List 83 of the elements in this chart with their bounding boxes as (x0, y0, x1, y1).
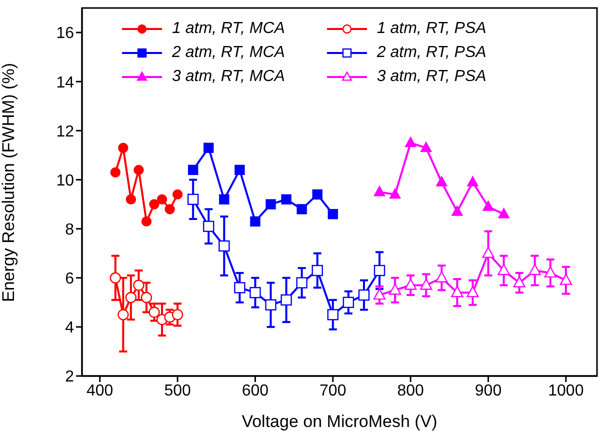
point (134, 164, 144, 176)
point (466, 286, 479, 298)
point (452, 206, 463, 216)
point (172, 309, 184, 320)
point (126, 194, 136, 204)
point (544, 266, 556, 278)
point (498, 208, 510, 218)
point (172, 189, 183, 200)
point (281, 194, 292, 204)
point (296, 277, 308, 288)
point (234, 282, 246, 294)
y-tick-label: 16 (56, 25, 74, 42)
point (188, 164, 198, 176)
legend-label: 1 atm, RT, MCA (172, 20, 285, 38)
legend-label: 3 atm, RT, MCA (172, 68, 285, 86)
point (149, 199, 160, 210)
y-tick-label: 4 (65, 320, 74, 337)
y-tick-label: 12 (56, 123, 74, 140)
point (250, 286, 261, 298)
point (374, 186, 386, 196)
legend-label: 1 atm, RT, PSA (376, 20, 486, 38)
point (141, 216, 152, 227)
point (467, 176, 478, 186)
point (110, 167, 120, 178)
y-tick-label: 8 (65, 221, 74, 238)
point (164, 204, 175, 214)
point (280, 294, 292, 306)
point (140, 292, 152, 304)
y-tick-label: 2 (65, 368, 74, 386)
x-tick-label: 400 (86, 382, 114, 400)
point (451, 286, 464, 298)
point (327, 309, 338, 320)
x-tick-label: 500 (164, 382, 191, 400)
point (528, 264, 541, 276)
point (404, 278, 417, 290)
point (389, 188, 401, 199)
x-tick-label: 1000 (548, 382, 584, 400)
point (374, 264, 386, 276)
point (436, 176, 448, 186)
x-tick-label: 700 (320, 382, 346, 400)
point (234, 164, 245, 176)
x-tick-label: 900 (474, 382, 502, 400)
point (218, 240, 230, 252)
point (405, 136, 416, 148)
point (265, 299, 276, 310)
point (133, 280, 144, 291)
point (342, 296, 354, 308)
y-tick-label: 14 (56, 74, 74, 92)
point (110, 272, 121, 284)
x-tick-label: 800 (397, 382, 424, 400)
x-tick-label: 600 (242, 382, 269, 400)
point (204, 142, 214, 153)
point (482, 200, 494, 211)
point (498, 264, 510, 276)
point (312, 264, 323, 276)
x-axis-title: Voltage on MicroMesh (V) (242, 412, 438, 431)
point (118, 142, 128, 153)
point (219, 194, 230, 204)
point (125, 292, 137, 304)
point (156, 194, 168, 204)
point (148, 306, 160, 318)
point (436, 271, 448, 282)
point (250, 216, 260, 227)
point (328, 208, 338, 220)
point (266, 199, 276, 210)
point (296, 204, 307, 214)
point (187, 194, 199, 205)
point (388, 284, 402, 295)
legend-label: 2 atm, RT, MCA (172, 44, 285, 62)
point (513, 276, 526, 288)
legend-label: 2 atm, RT, PSA (376, 44, 486, 62)
point (482, 246, 494, 258)
point (560, 274, 572, 285)
point (420, 142, 432, 152)
point (358, 289, 370, 301)
y-tick-label: 10 (56, 172, 74, 190)
point (203, 220, 214, 232)
point (118, 309, 129, 320)
point (420, 278, 432, 290)
point (312, 189, 322, 200)
y-tick-label: 6 (65, 270, 74, 288)
legend-label: 3 atm, RT, PSA (376, 68, 486, 86)
y-axis-title: Energy Resolution (FWHM) (%) (0, 63, 18, 302)
